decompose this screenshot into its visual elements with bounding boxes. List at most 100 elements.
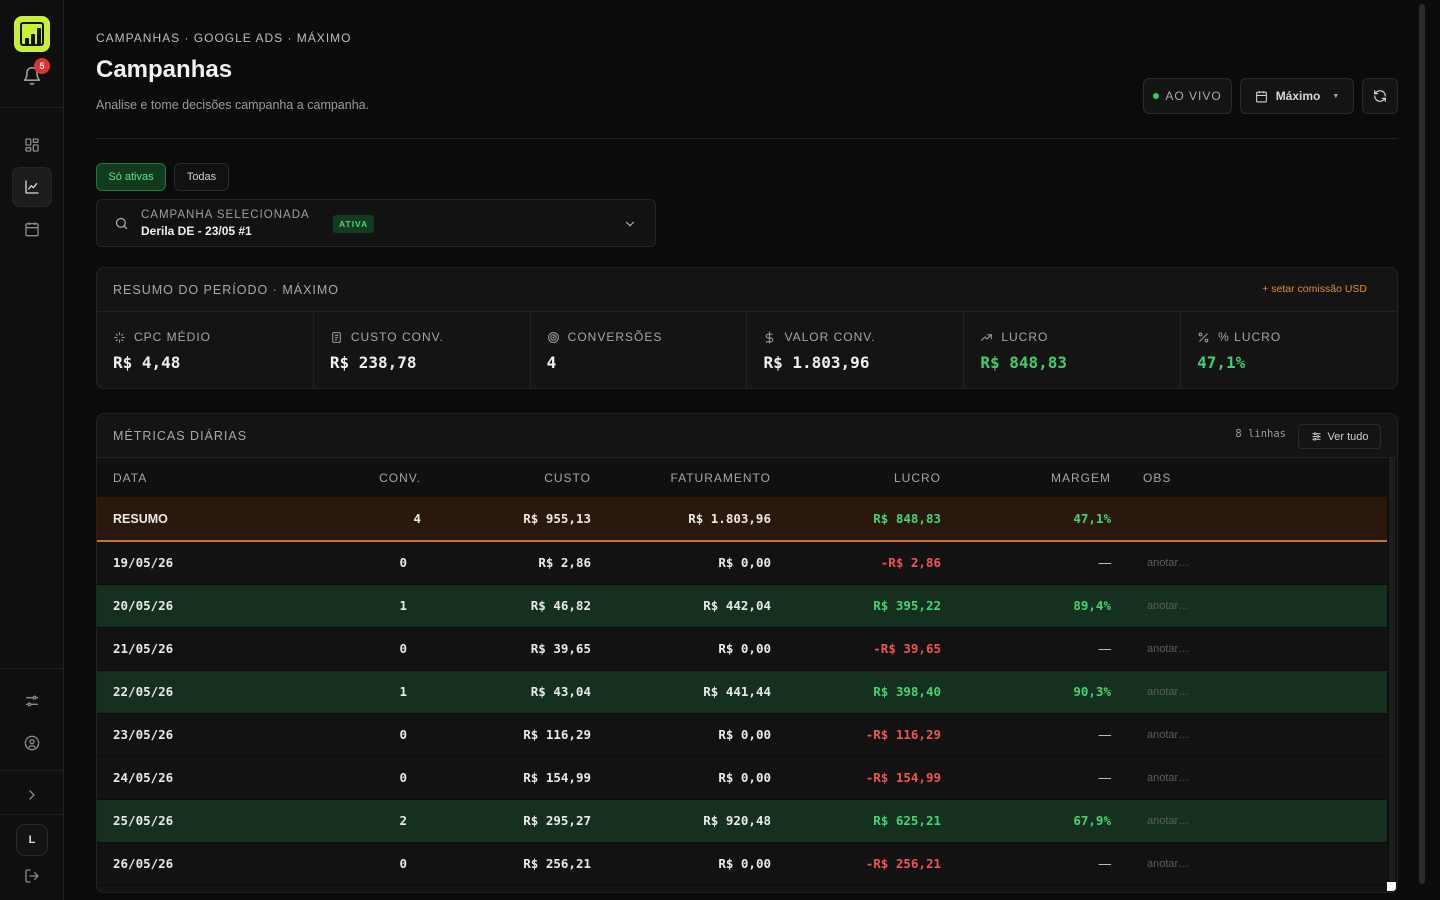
table-row: 26/05/26 0 R$ 256,21 R$ 0,00 -R$ 256,21 … (97, 842, 1388, 886)
row-revenue: R$ 0,00 (607, 627, 787, 671)
kpi-profit: LUCRO R$ 848,83 (964, 312, 1182, 388)
live-status-button[interactable]: AO VIVO (1143, 78, 1232, 114)
logout-icon (25, 869, 39, 883)
kpi-label: CUSTO CONV. (350, 330, 444, 344)
sliders-icon (26, 695, 38, 707)
table-row: 19/05/26 0 R$ 2,86 R$ 0,00 -R$ 2,86 — an… (97, 541, 1388, 585)
page-title: Campanhas (96, 56, 233, 83)
summary-profit: R$ 848,83 (787, 497, 957, 542)
row-profit: -R$ 154,99 (787, 756, 957, 800)
row-revenue: R$ 0,00 (607, 842, 787, 886)
set-commission-link[interactable]: + setar comissão USD (1262, 283, 1367, 295)
logout-button[interactable] (12, 856, 52, 896)
row-conversions: 0 (257, 713, 437, 757)
sidebar-item-campaigns[interactable] (12, 167, 52, 207)
sidebar-divider (0, 814, 63, 815)
trending-up-icon (981, 333, 993, 341)
view-all-button[interactable]: Ver tudo (1298, 424, 1381, 449)
avatar[interactable]: L (16, 824, 48, 856)
column-header-conversions[interactable]: CONV. (257, 458, 437, 497)
target-icon (547, 331, 559, 343)
row-profit: R$ 625,21 (787, 799, 957, 843)
row-cost: R$ 2,86 (437, 541, 607, 585)
row-conversions: 0 (257, 842, 437, 886)
period-label: Máximo (1275, 89, 1321, 103)
resize-handle[interactable] (1387, 882, 1396, 891)
column-header-date[interactable]: DATA (97, 458, 257, 497)
sidebar-item-dashboard[interactable] (12, 125, 52, 165)
row-margin: — (957, 541, 1127, 585)
kpi-conversions: CONVERSÕES 4 (531, 312, 748, 388)
period-select[interactable]: Máximo ▼ (1240, 78, 1354, 114)
app-logo-icon[interactable] (14, 16, 50, 52)
row-conversions: 1 (257, 584, 437, 628)
row-cost: R$ 295,27 (437, 799, 607, 843)
daily-metrics-title: MÉTRICAS DIÁRIAS (113, 428, 248, 443)
campaign-selector-value: Derila DE - 23/05 #1 (141, 224, 252, 238)
column-header-obs: OBS (1127, 458, 1388, 497)
column-header-margin[interactable]: MARGEM (957, 458, 1127, 497)
row-date: 26/05/26 (97, 842, 257, 886)
sidebar-item-profile[interactable] (12, 723, 52, 763)
column-header-profit[interactable]: LUCRO (787, 458, 957, 497)
kpi-label: CPC MÉDIO (134, 330, 212, 344)
row-margin: — (957, 756, 1127, 800)
status-badge: ATIVA (333, 215, 375, 233)
filter-active-only[interactable]: Só ativas (96, 163, 166, 191)
row-obs-input[interactable]: anotar… (1127, 713, 1388, 757)
row-obs-input[interactable]: anotar… (1127, 799, 1388, 843)
filter-all[interactable]: Todas (174, 163, 229, 191)
row-obs-input[interactable]: anotar… (1127, 670, 1388, 714)
column-header-cost[interactable]: CUSTO (437, 458, 607, 497)
sidebar-expand-button[interactable] (12, 775, 52, 815)
sidebar-divider (0, 107, 63, 108)
row-obs-input[interactable]: anotar… (1127, 541, 1388, 585)
row-revenue: R$ 0,00 (607, 541, 787, 585)
sparkle-icon (114, 331, 125, 343)
kpi-label: CONVERSÕES (567, 330, 663, 344)
row-obs-input[interactable]: anotar… (1127, 584, 1388, 628)
row-profit: -R$ 116,29 (787, 713, 957, 757)
sliders-icon (1311, 432, 1321, 441)
bell-icon[interactable] (22, 66, 42, 86)
sidebar: 5 L (0, 0, 64, 900)
kpi-conversion-value: VALOR CONV. R$ 1.803,96 (747, 312, 965, 388)
row-margin: — (957, 627, 1127, 671)
row-conversions: 0 (257, 541, 437, 585)
row-conversions: 0 (257, 627, 437, 671)
row-profit: -R$ 256,21 (787, 842, 957, 886)
summary-revenue: R$ 1.803,96 (607, 497, 787, 542)
kpi-label: % LUCRO (1218, 330, 1282, 344)
page-scrollbar[interactable] (1416, 0, 1428, 900)
table-row: 20/05/26 1 R$ 46,82 R$ 442,04 R$ 395,22 … (97, 584, 1388, 628)
column-header-revenue[interactable]: FATURAMENTO (607, 458, 787, 497)
kpi-value: R$ 4,48 (113, 353, 181, 372)
row-cost: R$ 116,29 (437, 713, 607, 757)
row-revenue: R$ 441,44 (607, 670, 787, 714)
dollar-icon (766, 331, 774, 343)
row-date: 19/05/26 (97, 541, 257, 585)
row-date: 24/05/26 (97, 756, 257, 800)
sidebar-item-settings[interactable] (12, 681, 52, 721)
live-dot-icon (1153, 93, 1160, 99)
sidebar-divider (0, 668, 63, 669)
calendar-icon (25, 222, 39, 237)
row-obs-input[interactable]: anotar… (1127, 842, 1388, 886)
row-margin: — (957, 842, 1127, 886)
row-date: 22/05/26 (97, 670, 257, 714)
page-subtitle: Analise e tome decisões campanha a campa… (96, 98, 370, 112)
table-scrollbar[interactable] (1387, 458, 1397, 892)
campaign-selector[interactable]: CAMPANHA SELECIONADA Derila DE - 23/05 #… (96, 199, 656, 247)
summary-obs (1127, 497, 1388, 542)
row-margin: 67,9% (957, 799, 1127, 843)
table-row: 21/05/26 0 R$ 39,65 R$ 0,00 -R$ 39,65 — … (97, 627, 1388, 671)
row-margin: 90,3% (957, 670, 1127, 714)
row-cost: R$ 256,21 (437, 842, 607, 886)
refresh-button[interactable] (1362, 78, 1398, 114)
sidebar-item-calendar[interactable] (12, 209, 52, 249)
kpi-value: R$ 238,78 (329, 353, 417, 372)
row-count: 8 linhas (1235, 428, 1286, 440)
row-obs-input[interactable]: anotar… (1127, 627, 1388, 671)
page-scrollbar-thumb[interactable] (1419, 4, 1425, 884)
row-obs-input[interactable]: anotar… (1127, 756, 1388, 800)
